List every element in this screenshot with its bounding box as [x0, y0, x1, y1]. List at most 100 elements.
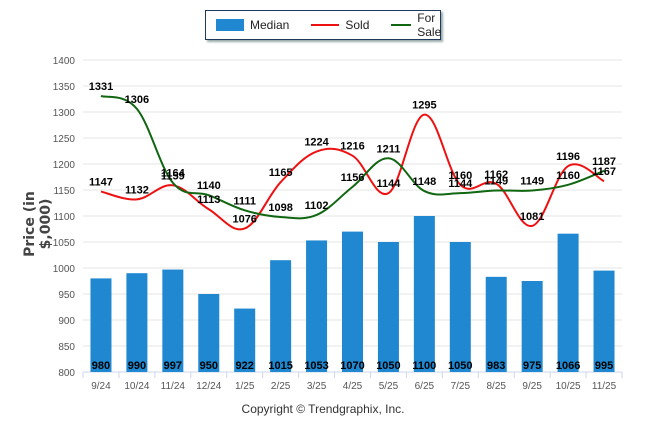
median-bar	[413, 216, 435, 372]
for-sale-point-label: 1140	[197, 180, 221, 192]
for-sale-point-label: 1187	[592, 156, 616, 168]
y-tick-label: 1050	[53, 238, 76, 249]
y-axis-title: Price (in $,000)	[22, 191, 54, 257]
median-bar-label: 1050	[448, 360, 472, 372]
y-tick-label: 1000	[53, 264, 76, 275]
median-bar	[557, 233, 579, 372]
median-bar	[306, 240, 328, 372]
median-bar	[234, 308, 256, 372]
sold-point-label: 1132	[125, 184, 149, 196]
trend-lines	[100, 94, 605, 231]
median-bar	[593, 270, 615, 372]
median-bar	[126, 273, 148, 372]
for-sale-point-label: 1098	[268, 202, 292, 214]
sold-point-label: 1081	[520, 211, 544, 223]
copyright-text: Copyright © Trendgraphix, Inc.	[241, 402, 405, 416]
y-tick-label: 1100	[53, 212, 75, 223]
x-tick-label: 1/25	[235, 381, 255, 392]
for-sale-point-label: 1164	[161, 168, 186, 180]
for-sale-line	[100, 94, 605, 220]
for-sale-point-label: 1306	[125, 94, 149, 106]
x-tick-label: 6/25	[415, 381, 435, 392]
median-bar	[90, 278, 112, 372]
median-bar	[270, 260, 292, 372]
median-bar-label: 995	[595, 360, 613, 372]
legend-label-sold: Sold	[345, 18, 370, 32]
for-sale-point-label: 1211	[376, 143, 400, 155]
x-tick-label: 2/25	[271, 381, 291, 392]
for-sale-point-label: 1111	[233, 195, 256, 207]
y-tick-label: 950	[58, 290, 75, 301]
sold-point-label: 1196	[556, 151, 580, 163]
median-bar	[377, 242, 399, 372]
median-bar-label: 975	[523, 360, 541, 372]
median-bar-label: 1050	[376, 360, 400, 372]
median-bar	[198, 294, 220, 372]
x-tick-label: 8/25	[486, 381, 506, 392]
y-tick-label: 1300	[53, 108, 76, 119]
sold-point-label: 1144	[376, 178, 401, 190]
for-sale-point-label: 1331	[89, 81, 113, 93]
for-sale-point-label: 1144	[448, 178, 473, 190]
sold-point-label: 1162	[484, 169, 508, 181]
x-tick-label: 9/25	[522, 381, 542, 392]
sold-point-label: 1295	[412, 100, 436, 112]
x-tick-label: 4/25	[343, 381, 363, 392]
median-bar-label: 922	[236, 360, 254, 372]
sold-point-label: 1216	[340, 141, 364, 153]
median-bar	[449, 242, 471, 372]
y-tick-label: 1250	[53, 134, 76, 145]
median-bar-label: 990	[128, 360, 146, 372]
x-tick-label: 12/24	[196, 381, 221, 392]
median-swatch-icon	[216, 19, 244, 31]
median-bar	[485, 276, 507, 372]
x-tick-label: 10/25	[556, 381, 581, 392]
median-bar-label: 1015	[268, 360, 292, 372]
y-tick-label: 1150	[53, 186, 75, 197]
median-bar	[342, 231, 363, 372]
y-tick-label: 1200	[53, 160, 76, 171]
for-sale-point-label: 1149	[484, 176, 508, 188]
x-tick-label: 11/25	[592, 381, 617, 392]
for-sale-point-label: 1149	[520, 176, 544, 188]
sold-swatch-icon	[311, 24, 340, 26]
sold-point-label: 1076	[232, 213, 256, 225]
legend: Median Sold For Sale	[205, 10, 441, 40]
median-bar-label: 980	[92, 360, 110, 372]
y-tick-label: 1350	[53, 82, 76, 93]
sold-point-label: 1113	[197, 194, 220, 206]
median-bar-label: 1070	[340, 360, 364, 372]
x-tick-label: 11/24	[161, 381, 186, 392]
median-bar-label: 1053	[304, 360, 328, 372]
for-sale-point-label: 1102	[305, 200, 329, 212]
legend-item-median[interactable]: Median	[216, 18, 289, 32]
median-bar-label: 950	[200, 360, 218, 372]
legend-label-median: Median	[250, 18, 290, 32]
median-bar	[162, 269, 184, 372]
median-bar-label: 997	[164, 360, 182, 372]
median-bar	[521, 281, 543, 372]
median-bars	[90, 216, 615, 372]
x-axis: 9/24 10/24 11/24 12/24 1/25 2/25 3/25 4/25 5/25 6…	[82, 371, 623, 392]
for-sale-point-label: 1148	[412, 176, 436, 188]
sold-point-label: 1159	[161, 170, 185, 182]
median-bar-label: 1066	[556, 360, 580, 372]
y-tick-label: 800	[58, 368, 75, 379]
for-sale-swatch-icon	[391, 24, 412, 26]
legend-item-for-sale[interactable]: For Sale	[391, 11, 449, 39]
sold-point-label: 1165	[269, 167, 293, 179]
y-tick-label: 1400	[53, 56, 76, 67]
y-tick-label: 900	[58, 316, 75, 327]
for-sale-point-label: 1160	[556, 170, 580, 182]
legend-item-sold[interactable]: Sold	[311, 18, 369, 32]
x-tick-label: 7/25	[451, 381, 471, 392]
for-sale-point-label: 1156	[341, 172, 365, 184]
median-bar-label: 983	[487, 360, 505, 372]
data-labels: 980 990 997 950 922 1015 1053 1070 1050 1100 1050 9…	[89, 81, 616, 372]
median-bar-label: 1100	[412, 360, 436, 372]
sold-point-label: 1224	[304, 137, 329, 149]
sold-point-label: 1160	[448, 170, 472, 182]
x-tick-label: 9/24	[91, 381, 111, 392]
x-tick-label: 5/25	[379, 381, 399, 392]
